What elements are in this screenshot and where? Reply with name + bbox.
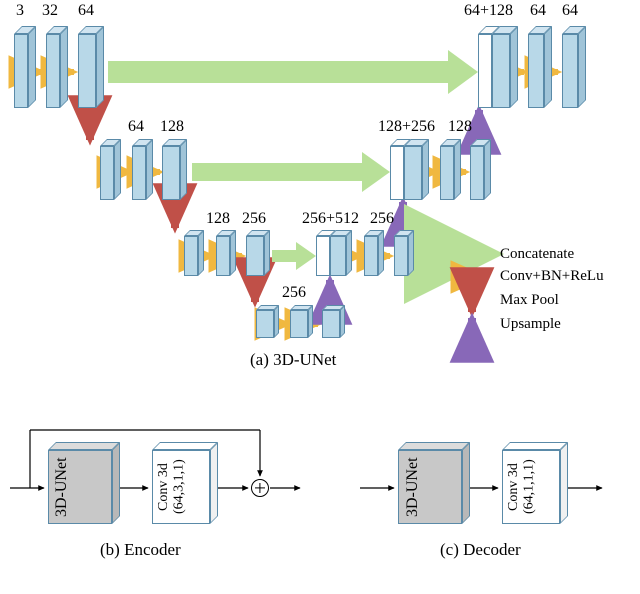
decoder-conv-l2: (64,1,1,1) [521,460,536,515]
lbl-enc1-0: 64 [128,118,144,136]
encoder-conv-l1: Conv 3d [156,463,171,511]
decoder-svg [350,400,630,550]
legend-concatenate: Concatenate [500,246,574,263]
lbl-enc2-1: 256 [242,210,266,228]
legend-upsample: Upsample [500,316,561,333]
lbl-enc0-0: 3 [16,2,24,20]
lbl-dec0-1: 64 [530,2,546,20]
encoder-conv-l2: (64,3,1,1) [171,460,186,515]
lbl-dec2-1: 256 [370,210,394,228]
decoder-unet-label: 3D-UNet [404,452,422,522]
encoder-conv-label: Conv 3d (64,3,1,1) [156,452,206,522]
encoder-plus-icon [251,479,269,497]
decoder-conv-label: Conv 3d (64,1,1,1) [506,452,556,522]
diagram-canvas: 3 32 64 64 128 128 256 256 256+512 256 1… [0,0,640,594]
lbl-enc2-0: 128 [206,210,230,228]
legend-maxpool: Max Pool [500,292,559,309]
encoder-unet-label: 3D-UNet [54,452,70,522]
lbl-enc0-2: 64 [78,2,94,20]
lbl-dec0-0: 64+128 [464,2,513,20]
legend-conv: Conv+BN+ReLu [500,268,604,285]
lbl-dec1-1: 128 [448,118,472,136]
lbl-dec2-0: 256+512 [302,210,359,228]
lbl-dec0-2: 64 [562,2,578,20]
lbl-enc3: 256 [282,284,306,302]
caption-a: (a) 3D-UNet [250,350,336,370]
decoder-conv-l1: Conv 3d [506,463,521,511]
lbl-enc0-1: 32 [42,2,58,20]
lbl-enc1-1: 128 [160,118,184,136]
caption-b: (b) Encoder [100,540,181,560]
caption-c: (c) Decoder [440,540,521,560]
lbl-dec1-0: 128+256 [378,118,435,136]
